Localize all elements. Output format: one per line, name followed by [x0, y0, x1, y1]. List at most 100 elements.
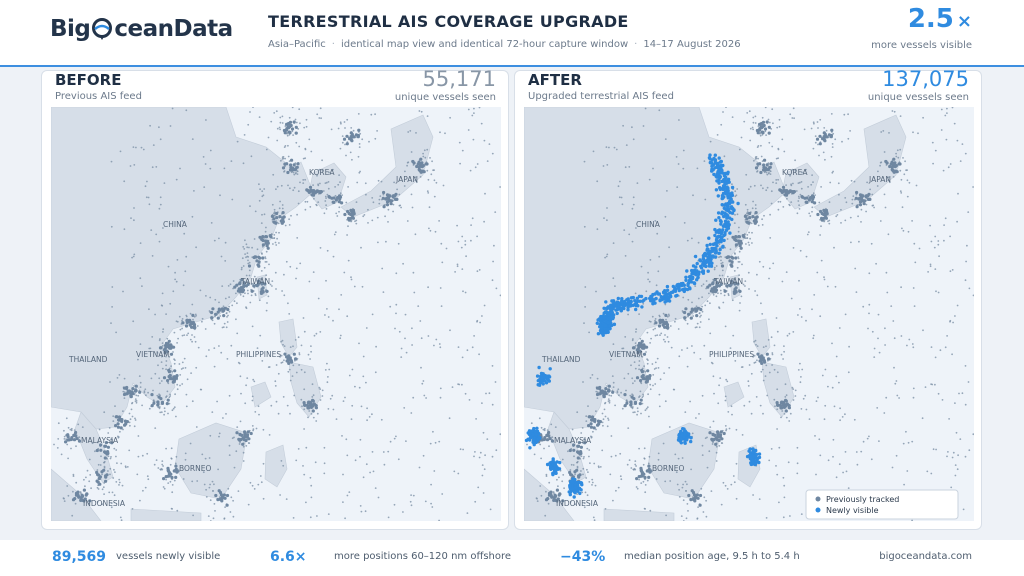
vessel-dot — [325, 204, 327, 207]
vessel-cluster — [816, 212, 820, 217]
vessel-dot — [315, 420, 318, 422]
vessel-cluster — [88, 499, 92, 503]
vessel-dot — [465, 255, 467, 258]
vessel-dot — [375, 345, 377, 348]
vessel-dot — [644, 491, 647, 494]
vessel-dot — [211, 480, 214, 483]
vessel-dot — [811, 206, 814, 209]
vessel-dot — [479, 321, 481, 324]
vessel-dot — [350, 418, 353, 421]
vessel-dot — [231, 437, 234, 440]
vessel-dot — [902, 157, 904, 159]
vessel-dot — [786, 197, 788, 200]
vessel-cluster — [159, 346, 163, 350]
new-vessel-dot — [568, 483, 572, 488]
vessel-dot — [721, 261, 724, 264]
logo: Big ceanData — [50, 16, 233, 42]
vessel-cluster — [763, 360, 767, 364]
vessel-cluster — [635, 376, 640, 380]
vessel-dot — [796, 446, 799, 449]
vessel-dot — [778, 125, 781, 128]
vessel-dot — [632, 411, 635, 414]
vessel-dot — [943, 239, 945, 242]
vessel-cluster — [192, 323, 197, 327]
vessel-dot — [771, 145, 774, 148]
vessel-dot — [385, 240, 387, 243]
vessel-dot — [176, 509, 179, 512]
vessel-cluster — [765, 352, 769, 356]
vessel-dot — [358, 143, 361, 145]
vessel-dot — [327, 408, 330, 410]
vessel-dot — [658, 109, 661, 112]
vessel-dot — [768, 121, 771, 124]
vessel-dot — [629, 394, 632, 397]
vessel-dot — [248, 269, 251, 272]
vessel-dot — [288, 218, 290, 221]
new-vessel-dot — [708, 242, 712, 247]
vessel-cluster — [776, 403, 780, 407]
vessel-dot — [279, 121, 282, 124]
vessel-dot — [169, 302, 172, 305]
vessel-dot — [756, 294, 759, 297]
vessel-dot — [219, 194, 221, 197]
vessel-dot — [228, 296, 231, 298]
vessel-cluster — [855, 205, 859, 209]
new-vessel-dot — [615, 311, 619, 316]
vessel-dot — [823, 219, 826, 222]
vessel-dot — [161, 460, 164, 462]
vessel-dot — [959, 160, 962, 162]
vessel-dot — [548, 481, 551, 484]
vessel-dot — [753, 159, 755, 162]
logo-text: ceanData — [114, 16, 233, 42]
vessel-dot — [172, 351, 174, 353]
vessel-dot — [247, 256, 250, 258]
vessel-dot — [583, 160, 586, 163]
vessel-dot — [327, 181, 330, 183]
vessel-dot — [937, 243, 940, 246]
vessel-dot — [905, 430, 907, 433]
vessel-dot — [303, 473, 306, 476]
vessel-dot — [922, 329, 924, 332]
new-vessel-dot — [754, 459, 758, 464]
new-vessel-dot — [531, 440, 535, 444]
vessel-dot — [252, 282, 254, 285]
vessel-dot — [304, 200, 307, 203]
vessel-dot — [599, 466, 602, 468]
vessel-dot — [325, 197, 327, 199]
vessel-dot — [313, 334, 316, 337]
vessel-dot — [761, 218, 763, 221]
vessel-cluster — [760, 122, 764, 126]
vessel-dot — [699, 321, 702, 323]
vessel-dot — [343, 121, 346, 123]
vessel-dot — [478, 107, 481, 109]
vessel-dot — [736, 188, 739, 190]
vessel-dot — [831, 143, 834, 145]
vessel-cluster — [823, 132, 827, 136]
vessel-dot — [417, 305, 420, 307]
vessel-dot — [814, 194, 816, 196]
vessel-dot — [327, 316, 330, 318]
vessel-dot — [169, 395, 172, 397]
vessel-dot — [780, 353, 783, 356]
vessel-dot — [415, 181, 418, 184]
vessel-dot — [144, 185, 147, 188]
vessel-cluster — [642, 472, 646, 476]
vessel-dot — [776, 388, 779, 391]
vessel-dot — [619, 475, 622, 478]
vessel-dot — [273, 237, 275, 240]
vessel-dot — [165, 355, 167, 358]
vessel-dot — [248, 261, 251, 264]
vessel-dot — [748, 244, 751, 246]
vessel-dot — [764, 107, 767, 109]
vessel-dot — [651, 363, 654, 365]
vessel-cluster — [104, 444, 108, 448]
vessel-cluster — [156, 403, 160, 407]
new-vessel-dot — [616, 306, 620, 310]
vessel-cluster — [739, 246, 743, 250]
vessel-dot — [146, 452, 149, 455]
new-vessel-dot — [680, 433, 684, 437]
new-vessel-dot — [596, 332, 601, 336]
vessel-cluster — [257, 255, 261, 259]
vessel-dot — [700, 487, 703, 490]
panel-before: BEFORE Previous AIS feed 55,171 unique v… — [41, 67, 509, 530]
